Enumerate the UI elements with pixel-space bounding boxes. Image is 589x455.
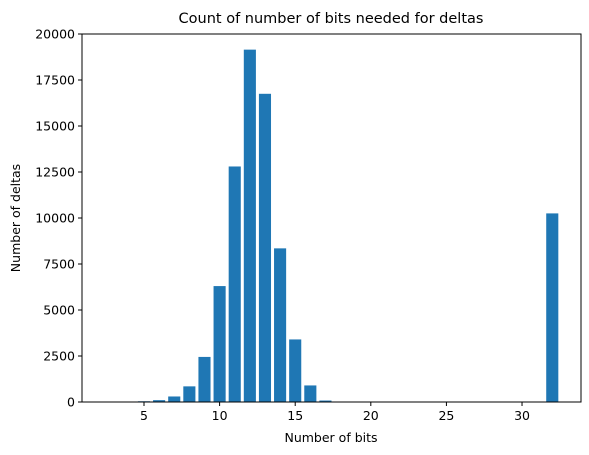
bar-9 [198,356,211,402]
bar-17 [319,400,332,402]
plot-frame [81,33,582,403]
y-tick-label: 7500 [43,257,75,272]
x-axis-label: Number of bits [284,430,377,445]
x-tick-label: 30 [514,408,530,423]
y-tick-label: 5000 [43,303,75,318]
bar-14 [274,248,287,402]
bar-8 [183,386,196,402]
x-tick-label: 25 [438,408,454,423]
y-tick-label: 15000 [35,119,75,134]
bar-11 [228,166,241,402]
y-axis-ticks: 0 2500 5000 7500 10000 12500 15000 17500 20000 [35,27,82,410]
y-axis-label: Number of deltas [8,164,23,272]
y-tick-label: 20000 [35,27,75,42]
bar-12 [243,49,256,402]
bar-15 [289,339,302,402]
bar-32 [546,213,559,402]
bars-group [137,49,559,403]
x-axis-ticks: 5 10 15 20 25 30 [140,402,530,423]
y-tick-label: 12500 [35,165,75,180]
bar-6 [153,400,166,402]
x-tick-label: 15 [287,408,303,423]
y-tick-label: 2500 [43,349,75,364]
x-tick-label: 5 [140,408,148,423]
y-tick-label: 0 [67,395,75,410]
bar-13 [258,93,272,403]
x-tick-label: 10 [212,408,228,423]
y-tick-label: 10000 [35,211,75,226]
chart-title: Count of number of bits needed for delta… [179,11,484,27]
bar-10 [213,286,226,402]
bar-7 [168,396,181,402]
y-tick-label: 17500 [35,73,75,88]
x-tick-label: 20 [363,408,379,423]
bar-16 [304,385,317,402]
